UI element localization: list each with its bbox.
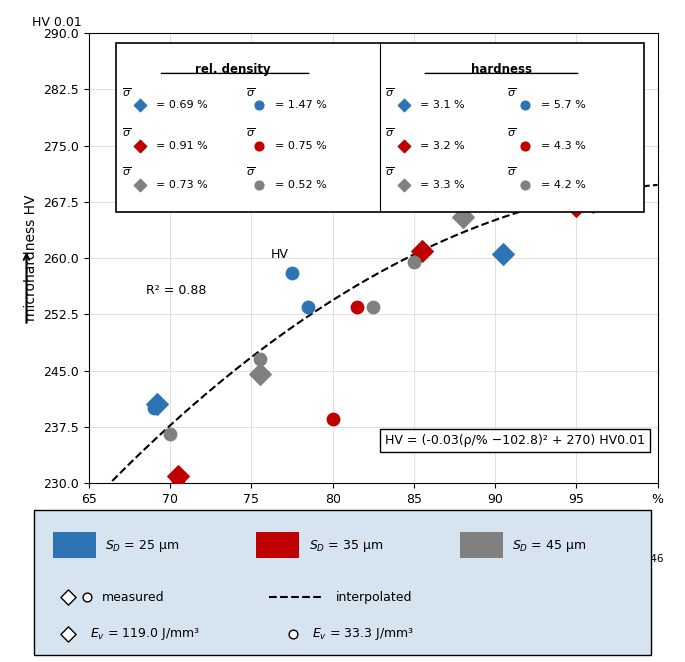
Text: measured: measured: [102, 591, 164, 604]
Text: = 3.2 %: = 3.2 %: [420, 141, 464, 151]
Bar: [460, 532, 503, 558]
Text: R² = 0.88: R² = 0.88: [146, 284, 206, 297]
Point: [149, 403, 160, 414]
Point: [173, 474, 184, 485]
Text: $S_D$ = 25 µm: $S_D$ = 25 µm: [105, 538, 179, 554]
Point: [303, 302, 314, 312]
Text: HV: HV: [271, 248, 289, 261]
Text: $\overline{\sigma}$: $\overline{\sigma}$: [386, 166, 395, 178]
Point: [253, 179, 264, 190]
Text: = 1.47 %: = 1.47 %: [275, 101, 327, 111]
Point: [399, 100, 410, 111]
Point: [520, 179, 531, 190]
Text: $\overline{\sigma}$: $\overline{\sigma}$: [122, 126, 131, 139]
Text: = 3.1 %: = 3.1 %: [420, 101, 464, 111]
Text: = 0.52 %: = 0.52 %: [275, 180, 327, 190]
Text: = 0.91 %: = 0.91 %: [156, 141, 208, 151]
Text: = 5.7 %: = 5.7 %: [541, 101, 586, 111]
Point: [498, 249, 509, 260]
Point: [135, 141, 146, 152]
FancyBboxPatch shape: [34, 510, 651, 655]
Text: = 0.73 %: = 0.73 %: [156, 180, 208, 190]
Text: $\overline{\sigma}$: $\overline{\sigma}$: [246, 166, 255, 178]
Point: [416, 246, 427, 256]
Point: [327, 414, 338, 425]
Text: $\overline{\sigma}$: $\overline{\sigma}$: [246, 126, 255, 139]
Text: $S_D$ = 45 µm: $S_D$ = 45 µm: [512, 538, 586, 554]
Point: [135, 100, 146, 111]
Point: [441, 189, 452, 200]
Point: [253, 100, 264, 111]
Text: = 4.3 %: = 4.3 %: [541, 141, 586, 151]
Text: $\overline{\sigma}$: $\overline{\sigma}$: [386, 86, 395, 99]
Point: [63, 628, 73, 639]
Text: $\overline{\sigma}$: $\overline{\sigma}$: [122, 166, 131, 178]
Point: [399, 179, 410, 190]
Point: [254, 369, 265, 380]
Point: [152, 399, 163, 410]
Bar: [256, 532, 299, 558]
Text: hardness: hardness: [471, 64, 532, 76]
Point: [254, 354, 265, 365]
Point: [286, 268, 297, 279]
Text: = 3.3 %: = 3.3 %: [420, 180, 464, 190]
Text: $\overline{\sigma}$: $\overline{\sigma}$: [122, 86, 131, 99]
Point: [520, 100, 531, 111]
Text: = 0.75 %: = 0.75 %: [275, 141, 327, 151]
Text: interpolated: interpolated: [336, 591, 413, 604]
Text: $\overline{\sigma}$: $\overline{\sigma}$: [246, 86, 255, 99]
Text: $\overline{\sigma}$: $\overline{\sigma}$: [507, 86, 516, 99]
Point: [351, 302, 362, 312]
Point: [173, 471, 184, 481]
Y-axis label: microhardness HV: microhardness HV: [24, 195, 38, 322]
Text: $E_v$ = 33.3 J/mm³: $E_v$ = 33.3 J/mm³: [312, 626, 414, 641]
Text: HV = (-0.03(ρ/% −102.8)² + 270) HV0.01: HV = (-0.03(ρ/% −102.8)² + 270) HV0.01: [385, 434, 645, 448]
Point: [399, 141, 410, 152]
FancyBboxPatch shape: [116, 43, 644, 212]
Text: = 0.69 %: = 0.69 %: [156, 101, 208, 111]
X-axis label: relative density ρ ⟶: relative density ρ ⟶: [301, 512, 446, 526]
Text: $E_v$ = 119.0 J/mm³: $E_v$ = 119.0 J/mm³: [90, 626, 200, 641]
Text: rel. density: rel. density: [195, 64, 271, 76]
Text: $\overline{\sigma}$: $\overline{\sigma}$: [507, 126, 516, 139]
Point: [368, 302, 379, 312]
Point: [253, 141, 264, 152]
Point: [457, 212, 468, 222]
Point: [63, 592, 73, 602]
Bar: [53, 532, 96, 558]
Point: [579, 185, 590, 196]
Text: $S_D$ = 35 µm: $S_D$ = 35 µm: [308, 538, 383, 554]
Text: $\overline{\sigma}$: $\overline{\sigma}$: [507, 166, 516, 178]
Text: FBK/033-046: FBK/033-046: [597, 554, 663, 564]
Point: [165, 429, 176, 440]
Point: [571, 201, 582, 211]
Point: [595, 178, 606, 189]
Point: [81, 592, 92, 602]
Text: HV 0.01: HV 0.01: [32, 16, 82, 28]
Point: [135, 179, 146, 190]
Point: [288, 628, 299, 639]
Text: = 4.2 %: = 4.2 %: [541, 180, 586, 190]
Text: $\overline{\sigma}$: $\overline{\sigma}$: [386, 126, 395, 139]
Point: [520, 141, 531, 152]
Point: [587, 197, 598, 207]
Point: [603, 193, 614, 203]
Point: [408, 257, 419, 267]
